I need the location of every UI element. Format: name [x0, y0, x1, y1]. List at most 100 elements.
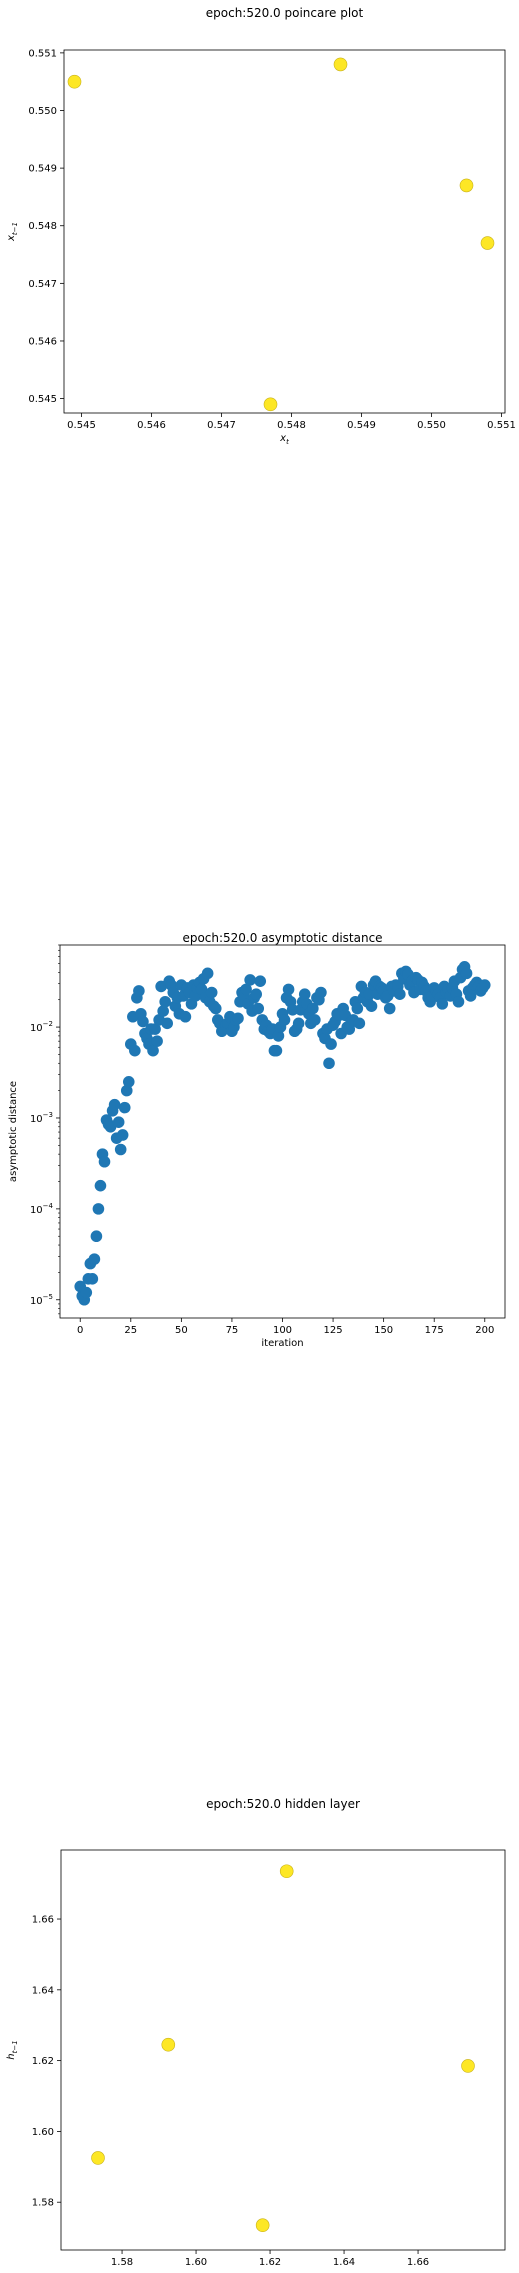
data-point — [292, 1017, 305, 1030]
x-tick-label: 1.60 — [185, 2257, 207, 2268]
x-tick-label: 125 — [324, 1325, 343, 1336]
y-tick-exponent: −5 — [43, 1293, 53, 1301]
x-axis-label-subscript: t — [286, 438, 289, 446]
x-axis-label: iteration — [261, 1338, 303, 1349]
data-point — [365, 1000, 378, 1012]
data-point — [179, 1010, 192, 1023]
y-tick-label: 0.546 — [28, 336, 57, 347]
y-tick-base: 10 — [30, 1023, 43, 1034]
x-tick-label: 75 — [226, 1325, 239, 1336]
data-point — [270, 1044, 283, 1057]
y-tick-label: 10−3 — [30, 1111, 53, 1125]
y-tick-label: 0.547 — [28, 279, 57, 290]
data-point — [323, 1057, 335, 1070]
data-point — [353, 1017, 366, 1030]
data-point — [244, 974, 256, 986]
data-point — [315, 986, 327, 999]
data-point — [94, 1179, 107, 1192]
y-tick-label: 1.58 — [32, 2198, 54, 2209]
data-point — [80, 1286, 93, 1299]
x-tick-label: 0.545 — [67, 420, 96, 431]
data-point — [383, 1002, 396, 1015]
asymptotic-distance-figure: epoch:520.0 asymptotic distance 0 25 50 75 10… — [0, 930, 519, 1370]
y-axis-label: asymptotic distance — [8, 1081, 19, 1182]
x-tick-label: 0.550 — [417, 420, 446, 431]
data-point — [161, 1017, 173, 1030]
data-point — [252, 1002, 265, 1015]
y-tick-label: 1.64 — [32, 1985, 54, 1996]
x-tick-label: 50 — [175, 1325, 188, 1336]
data-point — [86, 1273, 99, 1285]
y-tick-base: 10 — [30, 1205, 43, 1216]
x-tick-label: 100 — [273, 1325, 292, 1336]
x-tick-label: 1.62 — [259, 2257, 281, 2268]
y-tick-label: 1.60 — [32, 2127, 54, 2138]
y-tick-exponent: −2 — [43, 1020, 53, 1028]
y-tick-label: 10−2 — [30, 1020, 53, 1034]
data-point — [108, 1098, 121, 1111]
data-point — [157, 1005, 169, 1017]
y-tick-label: 10−4 — [30, 1202, 54, 1216]
data-point — [159, 995, 171, 1008]
data-point — [151, 1035, 163, 1047]
hidden-layer-figure: epoch:520.0 hidden layer 1.58 1.60 1.62 1.64… — [0, 1790, 519, 2273]
data-point — [307, 1002, 319, 1015]
data-point — [90, 1230, 103, 1243]
x-tick-label: 0.549 — [347, 420, 376, 431]
data-point — [363, 988, 376, 1001]
data-point — [205, 986, 218, 999]
data-point — [263, 397, 278, 412]
data-point — [209, 1002, 222, 1015]
x-tick-label: 0.547 — [207, 420, 236, 431]
data-point — [394, 988, 406, 1001]
chart-title: epoch:520.0 poincare plot — [206, 6, 364, 20]
data-point — [91, 2151, 105, 2165]
axes-frame — [63, 49, 506, 414]
data-point — [460, 967, 473, 980]
data-point — [272, 1030, 285, 1042]
data-point — [118, 1101, 131, 1114]
data-point — [133, 985, 145, 997]
y-tick-base: 10 — [30, 1114, 43, 1125]
data-point — [112, 1116, 125, 1128]
data-point — [92, 1203, 105, 1215]
y-axis-label-subscript: t−1 — [11, 222, 19, 235]
x-tick-label: 1.64 — [333, 2257, 355, 2268]
y-tick-exponent: −4 — [43, 1202, 54, 1210]
data-point — [478, 979, 491, 991]
poincare-plot-figure: epoch:520.0 poincare plot 0.545 0.546 0.547… — [0, 0, 519, 520]
data-point — [137, 1015, 149, 1028]
x-tick-label: 1.58 — [111, 2257, 133, 2268]
data-point — [279, 1864, 294, 1879]
y-axis-label-base: x — [6, 235, 17, 242]
data-point — [129, 1044, 141, 1057]
y-tick-base: 10 — [30, 1296, 43, 1307]
data-point — [98, 1155, 111, 1168]
data-point — [232, 1012, 244, 1025]
data-point — [240, 983, 252, 996]
data-point — [67, 74, 82, 89]
data-point — [149, 1023, 161, 1035]
x-tick-label: 0 — [77, 1325, 83, 1336]
x-tick-label: 0.548 — [277, 420, 306, 431]
axes-frame — [60, 1849, 506, 2251]
data-point — [286, 1003, 299, 1016]
data-point — [351, 1002, 364, 1015]
y-tick-label: 10−5 — [30, 1293, 53, 1307]
data-point — [250, 988, 262, 1001]
data-point — [333, 57, 348, 72]
x-tick-label: 0.551 — [487, 420, 516, 431]
y-axis-label: ht−1 — [6, 2040, 19, 2059]
x-axis-label: xt — [279, 433, 289, 446]
poincare-plot: epoch:520.0 poincare plot 0.545 0.546 0.547… — [6, 6, 516, 446]
data-point — [480, 236, 495, 250]
data-point — [161, 2037, 176, 2052]
data-point — [116, 1129, 129, 1141]
data-point — [254, 975, 267, 987]
data-point — [120, 1084, 133, 1097]
hidden-layer-plot: epoch:520.0 hidden layer 1.58 1.60 1.62 1.64… — [6, 1797, 506, 2273]
x-tick-label: 0.546 — [137, 420, 166, 431]
data-point — [278, 1014, 291, 1026]
data-point — [255, 2218, 270, 2233]
data-point — [147, 1044, 159, 1057]
